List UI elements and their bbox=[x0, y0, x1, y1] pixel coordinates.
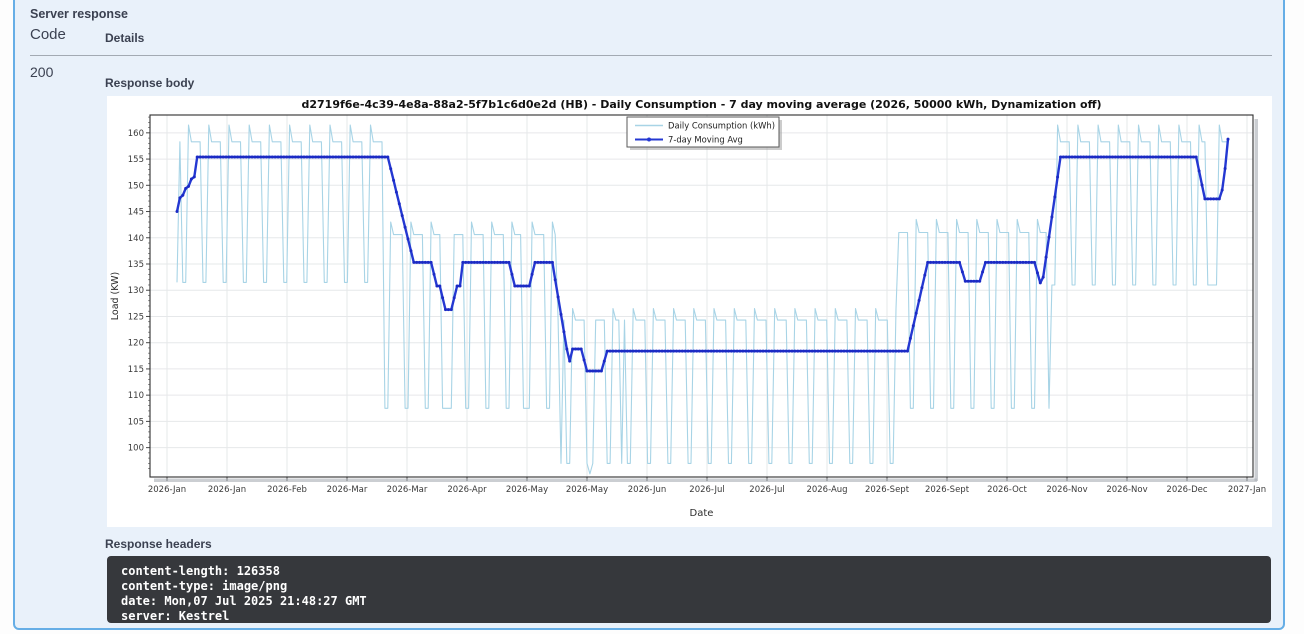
svg-text:7-day Moving Avg: 7-day Moving Avg bbox=[668, 135, 743, 145]
status-code: 200 bbox=[30, 64, 54, 80]
svg-text:2026-Apr: 2026-Apr bbox=[447, 485, 487, 495]
svg-text:2026-Nov: 2026-Nov bbox=[1046, 485, 1087, 495]
response-headers-text: content-length: 126358 content-type: ima… bbox=[121, 564, 367, 623]
code-column-header: Code bbox=[30, 26, 66, 43]
svg-text:2026-Oct: 2026-Oct bbox=[987, 485, 1027, 495]
svg-text:2026-Mar: 2026-Mar bbox=[387, 485, 428, 495]
svg-text:120: 120 bbox=[128, 339, 144, 349]
svg-text:145: 145 bbox=[128, 208, 144, 218]
svg-text:Load (KW): Load (KW) bbox=[110, 272, 121, 321]
svg-text:2026-Sept: 2026-Sept bbox=[865, 485, 910, 495]
svg-text:155: 155 bbox=[128, 155, 144, 165]
svg-text:110: 110 bbox=[128, 391, 144, 401]
daily-consumption-chart: 2026-Jan 2026-Jan 2026-Feb 2026-Mar 2026-Mar… bbox=[110, 98, 1266, 519]
svg-text:130: 130 bbox=[128, 286, 144, 296]
svg-text:150: 150 bbox=[128, 181, 144, 191]
server-response-heading: Server response bbox=[30, 7, 128, 21]
svg-text:2026-Dec: 2026-Dec bbox=[1166, 485, 1207, 495]
svg-text:2026-May: 2026-May bbox=[506, 485, 548, 495]
response-headers-label: Response headers bbox=[105, 537, 212, 551]
header-divider bbox=[30, 55, 1272, 56]
svg-text:2026-Mar: 2026-Mar bbox=[327, 485, 368, 495]
svg-text:Date: Date bbox=[690, 508, 714, 519]
svg-text:140: 140 bbox=[128, 234, 144, 244]
svg-text:100: 100 bbox=[128, 444, 144, 454]
svg-text:2026-Jul: 2026-Jul bbox=[689, 485, 724, 495]
svg-text:2026-Sept: 2026-Sept bbox=[925, 485, 970, 495]
svg-text:2026-Jul: 2026-Jul bbox=[749, 485, 784, 495]
svg-text:2026-Feb: 2026-Feb bbox=[267, 485, 307, 495]
svg-text:2026-Jan: 2026-Jan bbox=[148, 485, 186, 495]
svg-text:2026-Jun: 2026-Jun bbox=[628, 485, 666, 495]
svg-text:2026-May: 2026-May bbox=[566, 485, 608, 495]
svg-text:160: 160 bbox=[128, 129, 144, 139]
svg-text:2027-Jan: 2027-Jan bbox=[1228, 485, 1266, 495]
svg-text:135: 135 bbox=[128, 260, 144, 270]
response-headers-box: content-length: 126358 content-type: ima… bbox=[107, 556, 1271, 623]
svg-text:125: 125 bbox=[128, 312, 144, 322]
svg-text:Daily Consumption (kWh): Daily Consumption (kWh) bbox=[668, 121, 775, 131]
svg-text:115: 115 bbox=[128, 365, 144, 375]
svg-text:2026-Jan: 2026-Jan bbox=[208, 485, 246, 495]
response-chart-image: 2026-Jan 2026-Jan 2026-Feb 2026-Mar 2026-Mar… bbox=[107, 96, 1272, 527]
svg-text:2026-Aug: 2026-Aug bbox=[806, 485, 847, 495]
details-column-header: Details bbox=[105, 31, 145, 45]
response-body-label: Response body bbox=[105, 76, 195, 90]
svg-text:d2719f6e-4c39-4e8a-88a2-5f7b1c: d2719f6e-4c39-4e8a-88a2-5f7b1c6d0e2d (HB… bbox=[301, 98, 1101, 111]
svg-text:2026-Nov: 2026-Nov bbox=[1106, 485, 1147, 495]
svg-text:105: 105 bbox=[128, 417, 144, 427]
